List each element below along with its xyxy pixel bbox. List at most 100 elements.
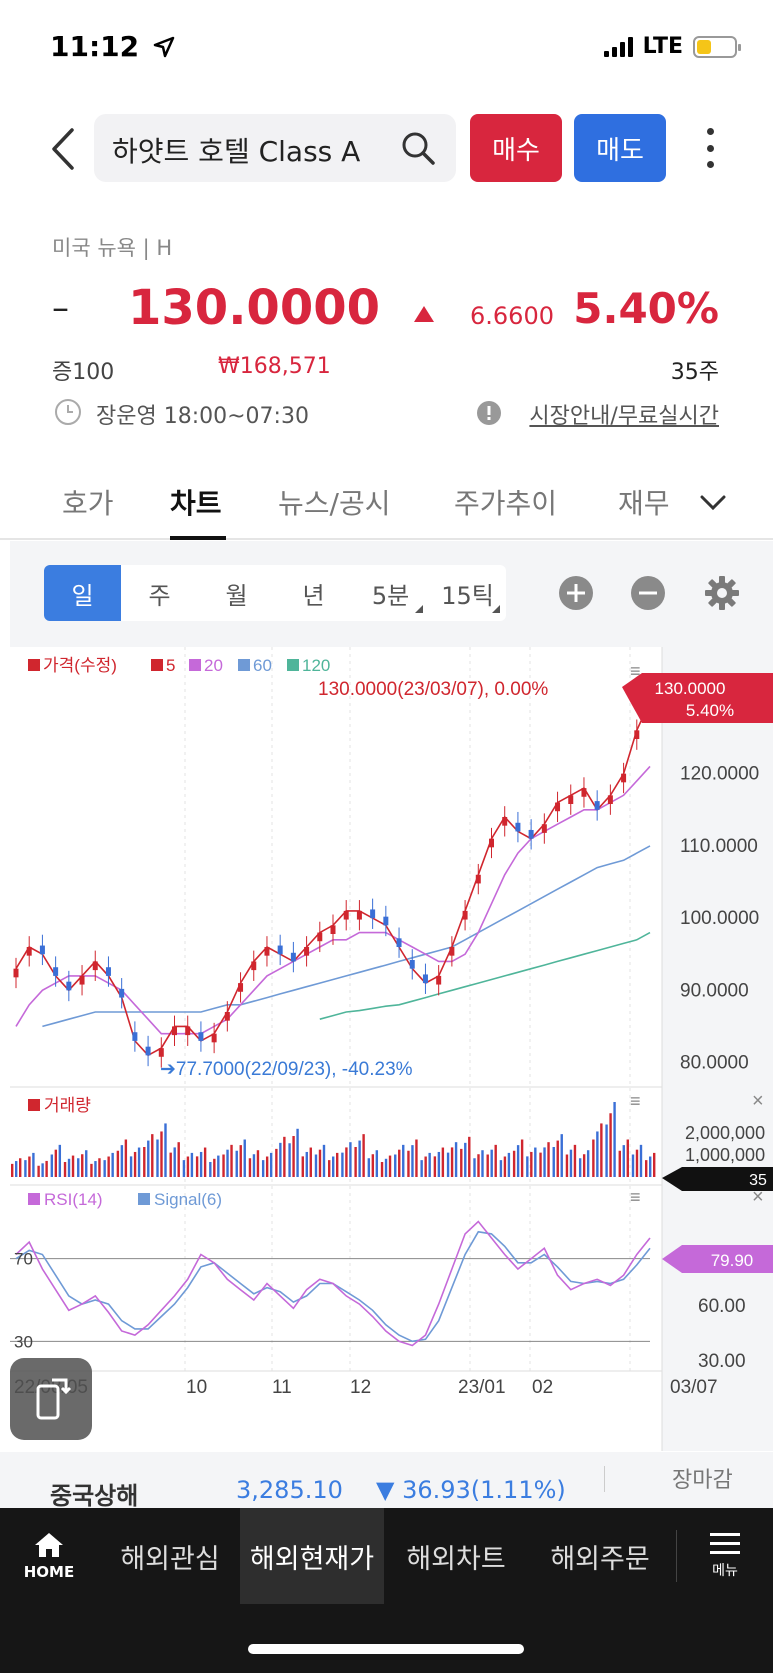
volume-bar	[388, 1155, 392, 1177]
volume-bar	[530, 1151, 533, 1177]
volume-bar	[143, 1147, 146, 1177]
period-year[interactable]: 년	[302, 581, 325, 610]
signal-legend-swatch	[138, 1193, 150, 1205]
stock-search-box[interactable]: 하얏트 호텔 Class A	[94, 114, 456, 182]
nav-home[interactable]: HOME	[0, 1508, 98, 1604]
low-annotation: ➔77.7000(22/09/23), -40.23%	[160, 1059, 413, 1080]
candle-body	[290, 952, 296, 962]
period-month[interactable]: 월	[225, 581, 248, 610]
volume-bar	[160, 1131, 163, 1177]
volume-bar	[182, 1160, 186, 1177]
gear-icon[interactable]	[704, 575, 740, 611]
volume-bar	[124, 1139, 128, 1177]
rsi-legend-label: RSI(14)	[44, 1190, 103, 1209]
search-icon[interactable]	[400, 130, 436, 166]
period-day[interactable]: 일	[44, 565, 121, 621]
candle-body	[356, 910, 362, 920]
volume-bar	[332, 1156, 335, 1177]
tab-orderbook[interactable]: 호가	[62, 487, 114, 520]
candle-body	[449, 947, 455, 956]
volume-bar	[256, 1150, 260, 1177]
volume-bar	[618, 1150, 621, 1177]
chevron-down-icon[interactable]	[700, 494, 726, 512]
back-chevron-icon	[52, 128, 74, 170]
volume-bar	[622, 1145, 625, 1177]
volume-bar	[354, 1147, 357, 1177]
legend-label: 5	[166, 656, 175, 675]
volume-bar	[296, 1128, 299, 1177]
volume-current-tag	[662, 1167, 773, 1191]
rsi-threshold-label: 30	[14, 1332, 33, 1351]
volume-bar	[63, 1162, 67, 1177]
volume-bar	[156, 1139, 159, 1177]
period-5min[interactable]: 5분	[352, 565, 429, 621]
trade-volume: 35주	[670, 360, 719, 385]
volume-bar	[94, 1161, 97, 1177]
stock-chart[interactable]: 120.0000 110.0000 100.0000 90.0000 80.0000 가격…	[10, 647, 773, 1451]
candle-body	[224, 1012, 230, 1021]
period-week[interactable]: 주	[148, 581, 171, 610]
volume-bar	[560, 1134, 563, 1177]
volume-bar	[265, 1156, 269, 1177]
volume-bar	[190, 1152, 194, 1177]
volume-bar	[85, 1150, 88, 1177]
period-15tick[interactable]: 15틱	[429, 565, 506, 621]
panel-menu-icon: ≡	[630, 1091, 641, 1111]
clock-icon	[55, 399, 81, 425]
volume-bar	[380, 1162, 384, 1177]
tab-price-trend[interactable]: 주가추이	[454, 487, 558, 520]
candle-body	[370, 909, 376, 919]
volume-bar	[358, 1140, 361, 1177]
index-ticker[interactable]: 중국상해 3,285.10 ▼ 36.93(1.11%) 장마감	[0, 1452, 773, 1508]
phone-swap-icon	[36, 1378, 72, 1420]
volume-bar	[394, 1154, 397, 1177]
zoom-out-icon[interactable]	[630, 575, 666, 611]
trading-hours: 장운영 18:00~07:30	[96, 404, 309, 429]
chart-panel: 일 주 월 년 5분 15틱 120.0000 110.0000 100.0000 9…	[10, 541, 773, 1451]
volume-bar	[239, 1145, 242, 1177]
legend-swatch	[238, 659, 250, 671]
volume-bar	[512, 1150, 516, 1177]
nav-overseas-quote[interactable]: 해외현재가	[240, 1508, 384, 1604]
legend-swatch	[189, 659, 201, 671]
status-indicators: LTE	[603, 34, 741, 59]
candle-body	[158, 1048, 164, 1057]
volume-bar	[209, 1162, 212, 1177]
candle-body	[238, 983, 244, 992]
back-button[interactable]	[46, 126, 82, 172]
tab-financials[interactable]: 재무	[618, 487, 670, 520]
market-info-link[interactable]: 시장안내/무료실시간	[529, 404, 719, 429]
floating-screen-button[interactable]	[10, 1358, 92, 1440]
candle-body	[172, 1026, 177, 1036]
tab-chart[interactable]: 차트	[170, 487, 222, 520]
volume-bar	[464, 1142, 467, 1177]
buy-button[interactable]: 매수	[470, 114, 562, 182]
volume-bar	[151, 1134, 154, 1177]
volume-bar	[450, 1147, 454, 1177]
volume-bar	[552, 1147, 555, 1177]
volume-bar	[318, 1149, 322, 1177]
volume-bar	[653, 1152, 656, 1177]
volume-bar	[235, 1150, 238, 1177]
volume-bar	[645, 1160, 648, 1177]
volume-bar	[565, 1154, 569, 1177]
nav-home-label: HOME	[23, 1563, 75, 1581]
more-options-icon[interactable]	[700, 128, 720, 168]
nav-menu-label: 메뉴	[712, 1563, 738, 1579]
volume-bar	[147, 1140, 150, 1177]
nav-overseas-order[interactable]: 해외주문	[550, 1543, 650, 1575]
nav-menu[interactable]: 메뉴	[690, 1508, 760, 1604]
volume-bar	[573, 1144, 577, 1177]
candle-body	[422, 974, 428, 984]
volume-bar	[486, 1154, 489, 1177]
market-info: 미국 뉴욕 | H	[52, 236, 173, 260]
sell-button[interactable]: 매도	[574, 114, 666, 182]
nav-overseas-watchlist[interactable]: 해외관심	[120, 1543, 220, 1575]
volume-bar	[586, 1150, 590, 1177]
margin-rate: 증100	[52, 360, 115, 385]
zoom-in-icon[interactable]	[558, 575, 594, 611]
tab-news[interactable]: 뉴스/공시	[278, 487, 391, 520]
volume-bar	[28, 1156, 31, 1177]
nav-overseas-chart[interactable]: 해외차트	[406, 1543, 506, 1575]
volume-bar	[292, 1136, 295, 1177]
